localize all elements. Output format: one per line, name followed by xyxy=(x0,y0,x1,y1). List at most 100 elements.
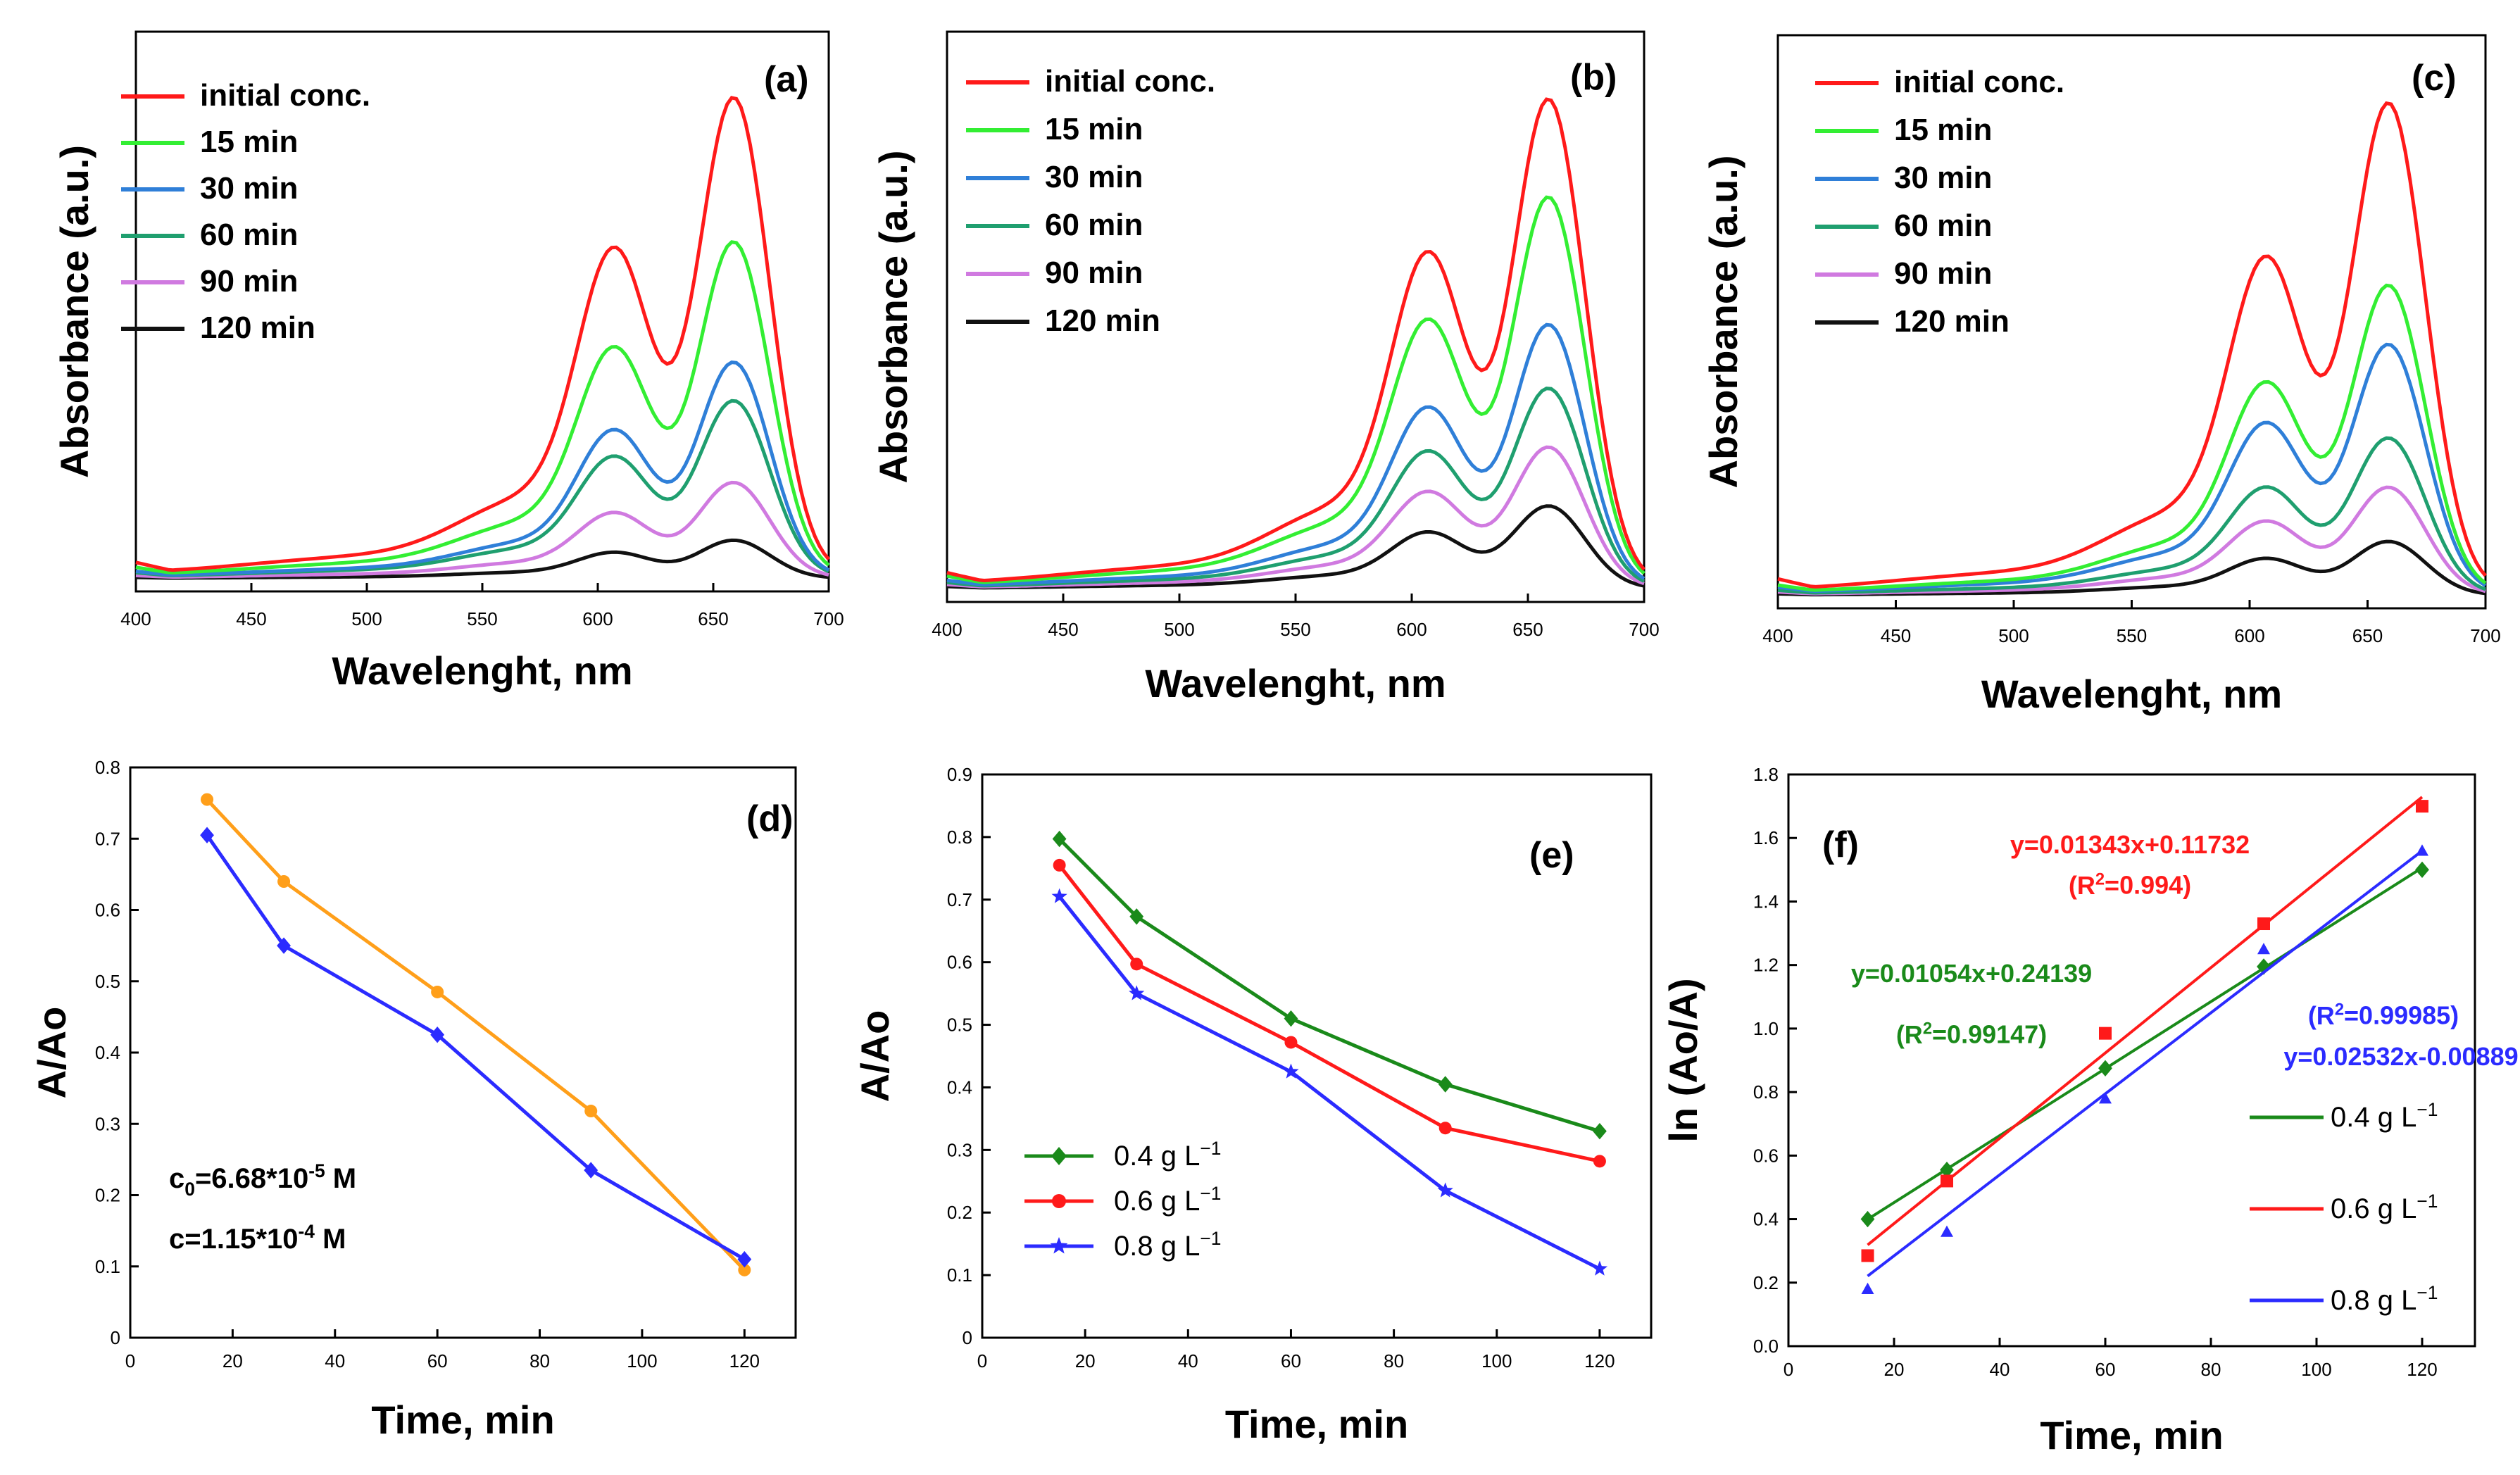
legend-label: 60 min xyxy=(1894,208,1992,243)
x-tick-label: 100 xyxy=(2301,1359,2331,1380)
series-0-8-g-L xyxy=(1861,844,2428,1294)
x-tick-label: 120 xyxy=(1584,1350,1615,1372)
fit-annotation: (R2=0.99147) xyxy=(1896,1019,2047,1049)
legend-label: 120 min xyxy=(1045,303,1160,338)
fit-annotation: (R2=0.994) xyxy=(2069,870,2191,900)
legend-label: 30 min xyxy=(200,171,298,206)
x-tick-label: 60 xyxy=(427,1350,448,1372)
plot-frame xyxy=(981,773,1653,1339)
x-tick-label: 400 xyxy=(932,619,962,640)
data-point xyxy=(1438,1122,1452,1135)
data-point xyxy=(1129,908,1144,925)
x-tick-label: 0 xyxy=(1784,1359,1793,1380)
annotation-c0: c0=6.68*10-5 M xyxy=(169,1160,356,1200)
data-point xyxy=(737,1250,752,1268)
x-axis-title: Wavelenght, nm xyxy=(1981,672,2282,716)
x-tick-label: 80 xyxy=(529,1350,550,1372)
x-tick-label: 0 xyxy=(125,1350,135,1372)
data-point xyxy=(584,1105,598,1118)
y-tick-label: 0.8 xyxy=(947,827,972,848)
y-tick-label: 0.3 xyxy=(95,1113,120,1134)
y-tick-label: 0.6 xyxy=(1753,1145,1779,1166)
data-point xyxy=(201,793,214,806)
spectrum-line-initial-conc- xyxy=(946,97,1645,583)
x-tick-label: 700 xyxy=(813,608,844,629)
data-point xyxy=(1130,958,1143,971)
y-tick-label: 0 xyxy=(111,1327,120,1348)
legend-marker xyxy=(1050,1237,1068,1254)
x-tick-label: 20 xyxy=(1884,1359,1905,1380)
spectrum-line-90-min xyxy=(135,480,829,579)
y-axis-title: A/Ao xyxy=(30,1007,74,1099)
data-point xyxy=(1437,1182,1453,1198)
legend-label: 0.8 g L−1 xyxy=(1114,1228,1221,1262)
x-tick-label: 450 xyxy=(236,608,266,629)
y-tick-label: 0.5 xyxy=(947,1015,972,1036)
x-axis-title: Time, min xyxy=(2040,1413,2223,1457)
legend-label: 0.6 g L−1 xyxy=(2331,1191,2438,1224)
y-tick-label: 0.7 xyxy=(947,889,972,910)
y-tick-label: 0.0 xyxy=(1753,1336,1779,1357)
legend-label: 120 min xyxy=(200,310,315,345)
y-tick-label: 0.9 xyxy=(947,764,972,785)
x-tick-label: 600 xyxy=(582,608,613,629)
y-tick-label: 0.4 xyxy=(95,1042,120,1063)
spectrum-line-initial-conc- xyxy=(135,96,830,572)
panel-label: (e) xyxy=(1529,835,1574,876)
data-point xyxy=(2099,1092,2112,1104)
y-tick-label: 0.3 xyxy=(947,1139,972,1160)
data-point xyxy=(1861,1249,1874,1262)
data-point xyxy=(2416,800,2428,813)
data-point xyxy=(1941,1174,1953,1188)
x-tick-label: 400 xyxy=(120,608,151,629)
data-point xyxy=(200,827,214,843)
series-orange xyxy=(201,793,751,1276)
data-point xyxy=(1941,1225,1953,1237)
legend-label: 90 min xyxy=(1894,256,1992,291)
panel-label: (c) xyxy=(2412,58,2457,99)
data-point xyxy=(2098,1060,2112,1077)
x-tick-label: 450 xyxy=(1881,625,1911,646)
series-line xyxy=(206,798,746,1272)
x-tick-label: 80 xyxy=(2201,1359,2221,1380)
x-tick-label: 120 xyxy=(729,1350,760,1372)
data-point xyxy=(2415,861,2429,879)
data-point xyxy=(1860,1210,1875,1228)
legend-marker xyxy=(1052,1194,1066,1208)
spectra-panel-c: 400 450 500 550 600 650 700 initial conc. 15 min… xyxy=(1701,34,2501,716)
legend-label: 0.4 g L−1 xyxy=(2331,1099,2438,1133)
x-tick-label: 650 xyxy=(2352,625,2383,646)
data-point xyxy=(1591,1260,1608,1276)
x-axis-title: Time, min xyxy=(1225,1402,1408,1446)
panel-label: (d) xyxy=(746,798,793,839)
x-tick-label: 100 xyxy=(1481,1350,1512,1372)
x-axis-title: Wavelenght, nm xyxy=(332,648,632,693)
fit-annotation: y=0.02532x-0.00889 xyxy=(2283,1042,2518,1071)
spectrum-line-30-min xyxy=(946,322,1645,586)
data-point xyxy=(431,985,444,998)
kinetics-panel-d: 0 20 40 60 80 100 120 0 0.1 0.2 0.3 0.4 0.5 0.6 0.7 0.8… xyxy=(30,757,797,1442)
fit-annotation: y=0.01054x+0.24139 xyxy=(1851,959,2092,988)
x-tick-label: 60 xyxy=(2095,1359,2116,1380)
series-0-8-g-L xyxy=(1051,888,1608,1276)
spectra-panel-a: 400 450 500 550 600 650 700 initial conc. 15 min… xyxy=(52,30,844,693)
x-tick-label: 650 xyxy=(1512,619,1543,640)
spectrum-line-30-min xyxy=(1777,342,2487,594)
x-tick-label: 450 xyxy=(1048,619,1078,640)
y-tick-label: 1.4 xyxy=(1753,891,1779,912)
plot-frame xyxy=(1787,773,2476,1348)
spectrum-line-15-min xyxy=(946,195,1645,584)
x-tick-label: 550 xyxy=(467,608,497,629)
y-tick-label: 0.1 xyxy=(947,1264,972,1286)
x-axis-title: Wavelenght, nm xyxy=(1145,661,1446,705)
x-tick-label: 600 xyxy=(1396,619,1427,640)
spectrum-line-15-min xyxy=(1777,283,2487,592)
series-0-6-g-L xyxy=(1861,796,2428,1262)
x-tick-label: 60 xyxy=(1281,1350,1301,1372)
series-line xyxy=(205,834,746,1261)
kinetics-panel-f: 0 20 40 60 80 100 120 0.0 0.2 0.4 0.6 0.8 1.0 1.2 1.4 1… xyxy=(1661,764,2519,1457)
data-point xyxy=(1593,1122,1607,1140)
x-tick-label: 500 xyxy=(351,608,382,629)
data-point xyxy=(1051,888,1067,903)
